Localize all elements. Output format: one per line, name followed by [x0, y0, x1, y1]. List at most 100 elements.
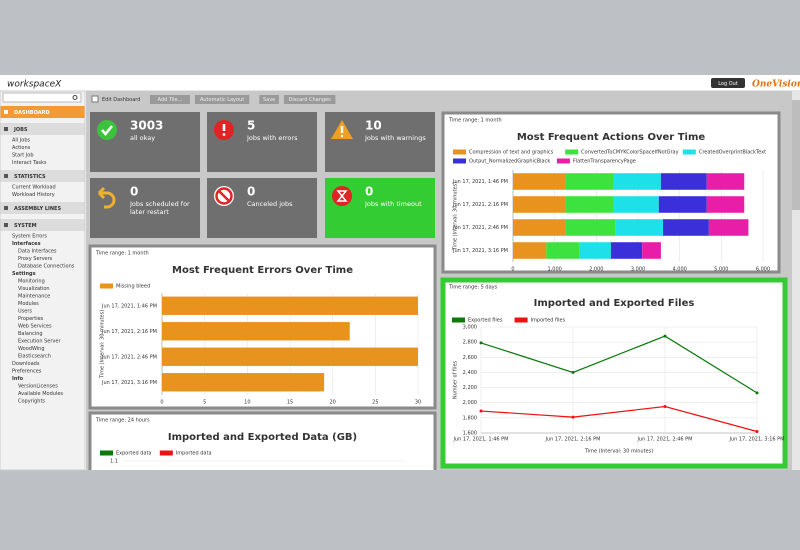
sidebar-section[interactable]: [0, 202, 85, 214]
y-axis-label: Number of files: [453, 360, 459, 399]
sidebar-subitem[interactable]: Execution Server: [18, 339, 61, 345]
legend-label[interactable]: Compression of text and graphics: [469, 150, 554, 156]
edit-label[interactable]: Edit Dashboard: [102, 97, 140, 103]
sidebar-item[interactable]: Current Workload: [12, 185, 56, 191]
sidebar-subitem[interactable]: Balancing: [18, 331, 43, 337]
sidebar-subitem[interactable]: Database Connections: [18, 264, 75, 270]
sidebar-subitem[interactable]: VersionLicenses: [18, 384, 58, 390]
sidebar-section[interactable]: [0, 123, 85, 135]
sidebar-item[interactable]: Start Job: [12, 153, 34, 159]
sidebar-subitem[interactable]: Maintenance: [18, 294, 50, 300]
toolbar-button-label[interactable]: Add Tile...: [158, 97, 183, 103]
scroll-thumb[interactable]: [792, 100, 800, 210]
tile-label[interactable]: Jobs with warnings: [365, 135, 426, 142]
tile-value[interactable]: 0: [365, 185, 373, 199]
sidebar-subitem[interactable]: Web Services: [18, 324, 52, 330]
sidebar-subitem[interactable]: Copyrights: [18, 399, 45, 405]
legend-swatch[interactable]: [682, 149, 696, 155]
edit-checkbox[interactable]: [91, 95, 99, 103]
sidebar-subitem[interactable]: Modules: [18, 301, 39, 307]
legend-swatch[interactable]: [100, 450, 113, 456]
y-tick-label: Jun 17, 2021, 2:16 PM: [101, 329, 157, 335]
section-title[interactable]: STATISTICS: [14, 174, 46, 180]
toolbar-button-label[interactable]: Automatic Layout: [200, 97, 244, 103]
section-title[interactable]: ASSEMBLY LINES: [14, 206, 61, 212]
legend-label[interactable]: Exported files: [468, 318, 503, 324]
sidebar-section[interactable]: [0, 170, 85, 182]
legend-swatch[interactable]: [453, 149, 466, 155]
x-tick-label: Jun 17, 2021, 3:16 PM: [729, 437, 785, 443]
toolbar-button[interactable]: [194, 95, 250, 104]
toolbar-button-label[interactable]: Discard Changes: [289, 97, 332, 103]
logout-button[interactable]: [711, 78, 745, 88]
sidebar-item[interactable]: Settings: [12, 271, 36, 277]
bar: [565, 219, 616, 236]
tile-label[interactable]: Jobs with errors: [247, 135, 298, 142]
legend-swatch[interactable]: [565, 149, 579, 155]
legend-swatch[interactable]: [514, 317, 528, 323]
sidebar-item[interactable]: Preferences: [12, 369, 42, 375]
legend-swatch[interactable]: [452, 317, 465, 323]
sidebar-subitem[interactable]: Monitoring: [18, 279, 45, 285]
legend-swatch[interactable]: [100, 283, 113, 289]
sidebar-item[interactable]: Actions: [12, 145, 31, 151]
tile-label[interactable]: Canceled jobs: [247, 201, 293, 208]
tile[interactable]: [325, 112, 435, 172]
toolbar-button[interactable]: [283, 95, 336, 104]
section-title[interactable]: JOBS: [13, 127, 28, 133]
tile-label[interactable]: all okay: [130, 135, 156, 142]
legend-label[interactable]: Imported files: [531, 318, 566, 324]
legend-label[interactable]: Exported data: [116, 451, 151, 457]
sidebar-subitem[interactable]: WoodWing: [18, 346, 45, 352]
sidebar-item[interactable]: All Jobs: [12, 138, 30, 144]
section-icon: [4, 206, 8, 210]
sidebar-subitem[interactable]: Visualization: [18, 286, 50, 292]
legend-label[interactable]: ConvertedToCMYKColorSpaceIfNotGray: [581, 150, 678, 156]
tile-value[interactable]: 5: [247, 119, 255, 133]
tile-label[interactable]: Jobs scheduled for later restart: [130, 201, 190, 216]
tile-value[interactable]: 3003: [130, 119, 163, 133]
sidebar-subitem[interactable]: Available Modules: [18, 391, 63, 397]
legend-label[interactable]: Missing bleed: [116, 284, 150, 290]
tile-value[interactable]: 10: [365, 119, 382, 133]
sidebar-item[interactable]: Downloads: [12, 361, 40, 367]
search-icon[interactable]: [72, 95, 78, 100]
legend-swatch[interactable]: [159, 450, 173, 456]
chart-panel: Time range: 24 hours Imported and Exporte…: [88, 411, 437, 470]
sidebar-item[interactable]: System Errors: [12, 234, 47, 240]
logout-label[interactable]: Log Out: [718, 81, 738, 87]
sidebar-item[interactable]: Interact Tasks: [12, 160, 47, 166]
scrollbar[interactable]: [792, 91, 800, 470]
toolbar-button[interactable]: [150, 95, 190, 104]
sidebar-subitem[interactable]: Users: [18, 309, 32, 315]
sidebar-subitem[interactable]: Properties: [18, 316, 44, 322]
toolbar-button[interactable]: [259, 95, 279, 104]
legend-label[interactable]: CreatedOverprintBlackText: [699, 150, 766, 156]
sidebar-subitem[interactable]: Proxy Servers: [18, 256, 53, 262]
legend-label[interactable]: FlattenTransparencyPage: [573, 159, 636, 165]
y-axis-label: Time (Interval: 30 minutes): [453, 182, 459, 251]
toolbar-button-label[interactable]: Save: [263, 97, 275, 103]
tile-value[interactable]: 0: [130, 185, 138, 199]
sidebar-item[interactable]: Info: [12, 376, 24, 382]
x-tick-label: 25: [372, 400, 378, 406]
chart-title: Most Frequent Actions Over Time: [517, 132, 706, 143]
tile-label[interactable]: Jobs with timeout: [365, 201, 422, 208]
sidebar-subitem[interactable]: Data Interfaces: [18, 249, 57, 255]
sidebar-item[interactable]: Workload History: [12, 192, 55, 198]
legend-label[interactable]: Imported data: [176, 451, 212, 457]
section-title[interactable]: DASHBOARD: [14, 110, 50, 116]
sidebar-subitem[interactable]: Elasticsearch: [18, 354, 51, 360]
tile-value[interactable]: 0: [247, 185, 255, 199]
legend-label[interactable]: Output_NormalizedGraphicBlack: [469, 159, 550, 165]
sidebar-item[interactable]: Interfaces: [12, 241, 41, 247]
sidebar-section[interactable]: [0, 106, 85, 118]
tile-icon: [222, 124, 226, 131]
legend-swatch[interactable]: [556, 158, 570, 164]
x-axis-label: Time (Interval: 30 minutes): [584, 449, 653, 455]
x-tick-label: Jun 17, 2021, 2:46 PM: [637, 437, 693, 443]
search-box[interactable]: [2, 92, 82, 103]
legend-swatch[interactable]: [453, 158, 466, 164]
sidebar-section[interactable]: [0, 219, 85, 231]
section-title[interactable]: SYSTEM: [14, 223, 37, 229]
